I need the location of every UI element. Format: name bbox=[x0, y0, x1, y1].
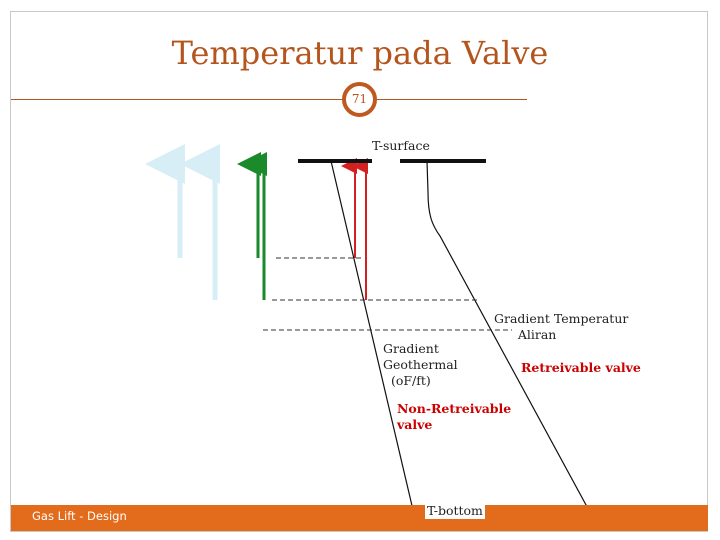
footer-text: Gas Lift - Design bbox=[32, 509, 127, 523]
slide-title: Temperatur pada Valve bbox=[171, 34, 549, 72]
geothermal-gradient-label: Gradient Geothermal (oF/ft) bbox=[383, 341, 458, 388]
retrievable-valve-label: Retreivable valve bbox=[521, 360, 641, 375]
slide-frame bbox=[10, 11, 708, 532]
geothermal-gradient-line bbox=[330, 160, 418, 528]
flowing-gradient-curve bbox=[426, 160, 599, 528]
t-surface-label: T-surface bbox=[372, 138, 430, 153]
page-number: 71 bbox=[351, 92, 368, 106]
footer-bar bbox=[11, 505, 708, 531]
title-rule-left bbox=[11, 99, 342, 100]
flowing-gradient-label: Gradient Temperatur Aliran bbox=[494, 311, 629, 342]
t-bottom-label: T-bottom bbox=[425, 503, 485, 519]
non-retrievable-valve-label: Non-Retreivable valve bbox=[397, 401, 512, 432]
page-number-badge bbox=[342, 82, 377, 117]
title-rule-right bbox=[377, 99, 527, 100]
